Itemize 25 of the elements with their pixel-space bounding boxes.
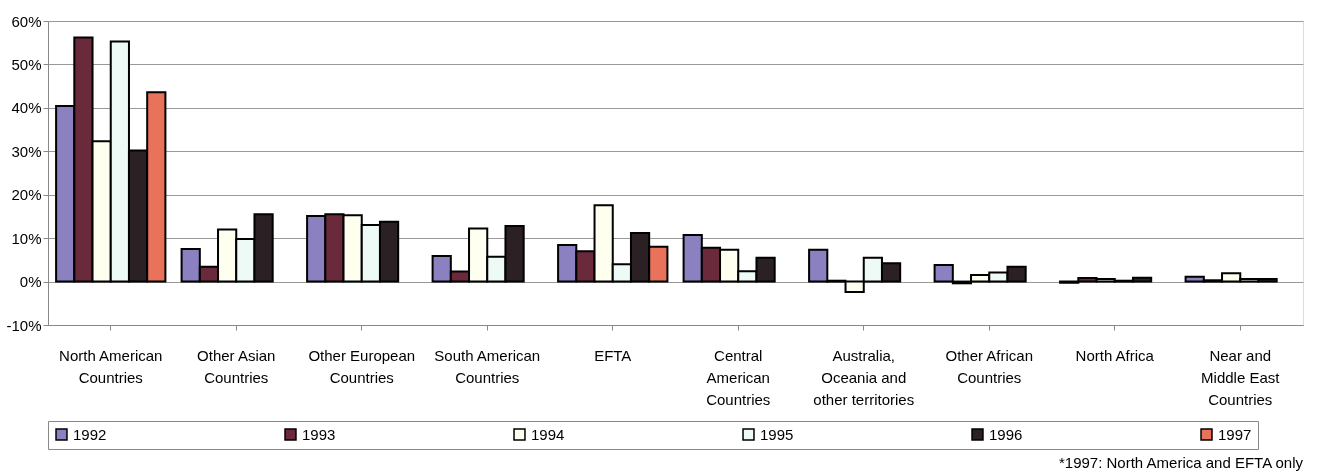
x-tick-label: North Africa bbox=[1075, 346, 1155, 364]
legend-label: 1993 bbox=[302, 425, 336, 443]
x-tick-label: Central American Countries bbox=[706, 346, 771, 408]
legend-label: 1992 bbox=[73, 425, 107, 443]
x-tick-label: Other Asian Countries bbox=[197, 346, 276, 386]
legend-label: 1994 bbox=[531, 425, 565, 443]
legend-label: 1995 bbox=[760, 425, 794, 443]
legend-label: 1996 bbox=[989, 425, 1023, 443]
y-tick-label: 30% bbox=[11, 142, 42, 160]
y-tick-label: 0% bbox=[19, 273, 42, 291]
x-tick-label: South American Countries bbox=[434, 346, 541, 386]
y-tick-label: 60% bbox=[11, 12, 42, 30]
x-tick-label: North American Countries bbox=[59, 346, 163, 386]
x-tick-label: Near and Middle East Countries bbox=[1201, 346, 1281, 408]
y-tick-label: 20% bbox=[11, 186, 42, 204]
x-tick-label: Other African Countries bbox=[945, 346, 1034, 386]
y-tick-label: 10% bbox=[11, 229, 42, 247]
x-tick-label: EFTA bbox=[594, 346, 632, 364]
x-tick-label: Other European Countries bbox=[308, 346, 416, 386]
text: *1997: North America and EFTA only bbox=[1058, 453, 1304, 471]
y-tick-label: 50% bbox=[11, 55, 42, 73]
x-tick-label: Australia, Oceania and other territories bbox=[813, 346, 915, 408]
y-tick-label: -10% bbox=[6, 316, 42, 334]
y-tick-label: 40% bbox=[11, 99, 42, 117]
legend-label: 1997 bbox=[1218, 425, 1252, 443]
